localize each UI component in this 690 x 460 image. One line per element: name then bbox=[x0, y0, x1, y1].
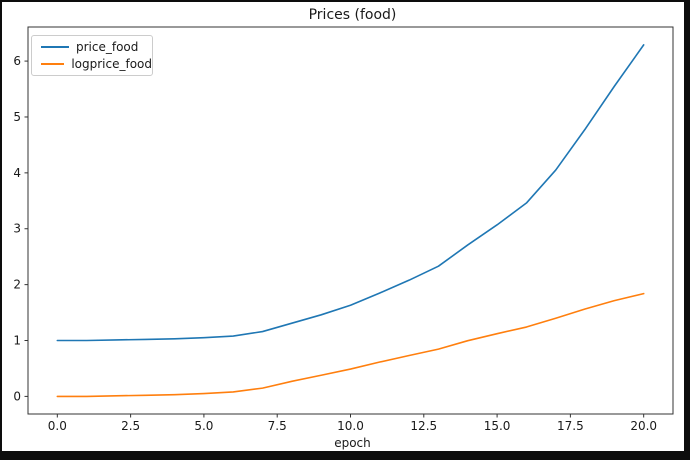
legend-entry-logprice-food: logprice_food bbox=[41, 58, 152, 70]
y-tick-label: 5 bbox=[13, 110, 21, 124]
chart-title: Prices (food) bbox=[308, 7, 397, 23]
y-tick-label: 3 bbox=[13, 222, 21, 236]
legend-label: price_food bbox=[76, 40, 139, 54]
x-tick-label: 15.0 bbox=[484, 419, 511, 433]
y-tick-label: 2 bbox=[13, 278, 21, 292]
x-tick-label: 0.0 bbox=[48, 419, 67, 433]
axes-spines bbox=[27, 26, 674, 415]
price_food-line bbox=[56, 44, 645, 342]
x-tick-label: 2.5 bbox=[121, 419, 140, 433]
logprice-food-line-swatch bbox=[41, 63, 65, 65]
price-food-line-swatch bbox=[41, 46, 69, 48]
y-tick-label: 0 bbox=[13, 389, 21, 403]
line-chart: 0.0 2.5 5.0 7.5 10.0 12.5 15.0 17.5 20.0 0 1 2 3 4 5 6 bbox=[13, 26, 674, 433]
legend-label: logprice_food bbox=[71, 57, 152, 71]
legend: price_food logprice_food bbox=[31, 35, 153, 76]
x-tick-label: 17.5 bbox=[557, 419, 584, 433]
x-tick-label: 5.0 bbox=[194, 419, 213, 433]
y-tick-label: 4 bbox=[13, 166, 21, 180]
x-tick-label: 12.5 bbox=[410, 419, 437, 433]
legend-entry-price-food: price_food bbox=[41, 41, 152, 53]
y-tick-label: 6 bbox=[13, 54, 21, 68]
y-tick-label: 1 bbox=[13, 334, 21, 348]
x-tick-label: 7.5 bbox=[268, 419, 287, 433]
logprice_food-line bbox=[56, 292, 645, 398]
x-axis-label: epoch bbox=[334, 436, 371, 450]
x-tick-label: 10.0 bbox=[337, 419, 364, 433]
x-tick-label: 20.0 bbox=[630, 419, 657, 433]
matplotlib-figure: Prices (food) 0.0 2.5 5.0 7.5 10.0 12.5 15.0 17… bbox=[2, 2, 684, 451]
